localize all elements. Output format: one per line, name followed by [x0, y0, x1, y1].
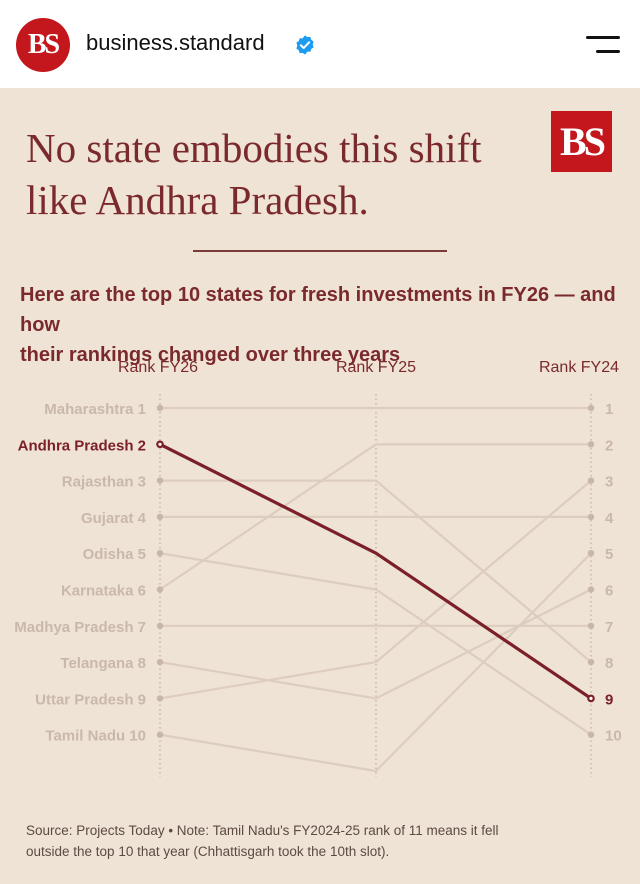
account-avatar[interactable]: BS — [16, 18, 70, 72]
point-tamil-nadu-0 — [156, 731, 164, 738]
right-rank-label-5: 5 — [605, 546, 613, 563]
left-label-rajasthan: Rajasthan 3 — [62, 474, 146, 491]
slope-chart: Rank FY26 Rank FY25 Rank FY24 Maharashtra 1… — [14, 359, 622, 777]
headline: No state embodies this shift like Andhra… — [26, 125, 482, 223]
series-line-karnataka — [159, 443, 591, 591]
series-line-tamil-nadu — [159, 552, 592, 773]
point-telangana-0 — [156, 658, 164, 666]
left-label-odisha: Odisha 5 — [83, 546, 146, 563]
verified-badge-icon — [296, 35, 314, 55]
column-header-3: Rank FY24 — [539, 359, 619, 376]
right-rank-label-1: 1 — [605, 401, 613, 418]
point-center-andhra-pradesh-2 — [589, 696, 593, 700]
hamburger-menu-icon[interactable] — [586, 32, 622, 58]
right-rank-label-2: 2 — [605, 437, 613, 454]
column-header-2: Rank FY25 — [336, 359, 416, 376]
left-label-maharashtra: Maharashtra 1 — [44, 401, 146, 418]
point-rajasthan-2 — [587, 658, 595, 666]
point-tamil-nadu-2 — [587, 550, 595, 557]
point-odisha-0 — [156, 550, 164, 557]
point-maharashtra-2 — [587, 404, 595, 412]
chart-subtitle: Here are the top 10 states for fresh inv… — [20, 284, 616, 366]
series-line-andhra-pradesh — [159, 442, 592, 700]
left-label-andhra-pradesh: Andhra Pradesh 2 — [18, 437, 146, 454]
right-rank-label-10: 10 — [605, 728, 622, 745]
point-madhya-pradesh-0 — [156, 622, 164, 629]
source-note: Source: Projects Today • Note: Tamil Nad… — [26, 823, 499, 859]
point-uttar-pradesh-0 — [156, 695, 164, 702]
right-rank-label-6: 6 — [605, 583, 613, 600]
point-center-andhra-pradesh-0 — [158, 442, 162, 446]
point-gujarat-2 — [587, 513, 595, 521]
point-telangana-2 — [587, 586, 595, 593]
left-label-karnataka: Karnataka 6 — [61, 583, 146, 600]
point-gujarat-0 — [156, 513, 164, 521]
series-line-uttar-pradesh — [159, 479, 592, 700]
right-rank-label-7: 7 — [605, 619, 613, 636]
point-rajasthan-0 — [156, 477, 164, 484]
right-rank-label-9: 9 — [605, 691, 613, 708]
left-label-uttar-pradesh: Uttar Pradesh 9 — [35, 691, 146, 708]
left-label-gujarat: Gujarat 4 — [81, 510, 147, 527]
app-header: BS business.standard — [0, 0, 640, 88]
right-rank-label-3: 3 — [605, 474, 613, 491]
point-madhya-pradesh-2 — [587, 622, 595, 629]
point-maharashtra-0 — [156, 404, 164, 412]
left-label-madhya-pradesh: Madhya Pradesh 7 — [14, 619, 146, 636]
series-line-odisha — [159, 552, 592, 736]
point-karnataka-2 — [587, 441, 595, 448]
column-header-1: Rank FY26 — [118, 359, 198, 376]
left-label-tamil-nadu: Tamil Nadu 10 — [45, 728, 146, 745]
point-uttar-pradesh-2 — [587, 477, 595, 484]
right-rank-label-4: 4 — [605, 510, 614, 527]
point-odisha-2 — [587, 731, 595, 738]
brand-logo: BS — [551, 111, 612, 172]
account-name[interactable]: business.standard — [86, 30, 265, 55]
right-rank-label-8: 8 — [605, 655, 613, 672]
infographic-poster: No state embodies this shift like Andhra… — [0, 88, 640, 884]
point-karnataka-0 — [156, 586, 164, 593]
left-label-telangana: Telangana 8 — [60, 655, 146, 672]
divider — [193, 250, 447, 252]
